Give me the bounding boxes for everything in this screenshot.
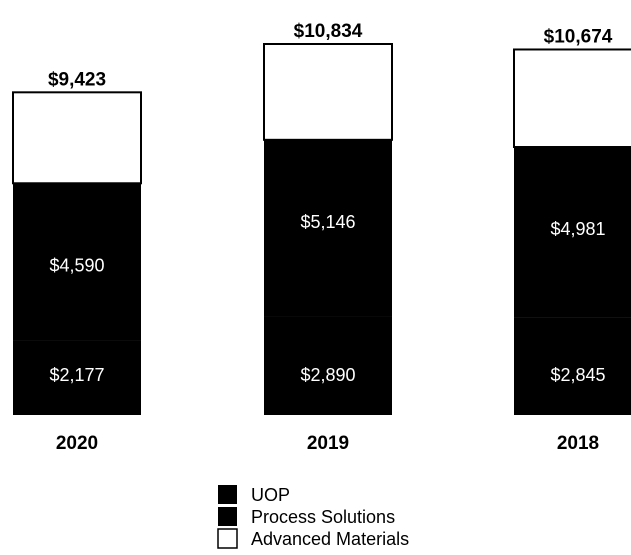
bar-segment-uop-2020 xyxy=(13,340,141,415)
bar-segment-advanced-materials-2018 xyxy=(513,48,631,149)
legend-item-advanced-materials: Advanced Materials xyxy=(217,528,409,549)
x-tick-label-2020: 2020 xyxy=(56,433,98,454)
legend-swatch xyxy=(217,528,238,549)
bar-group-2019: $2,890 $5,146 $10,834 2019 xyxy=(263,21,393,454)
bar-segment-uop-2019 xyxy=(264,316,392,415)
legend-item-process-solutions: Process Solutions xyxy=(218,507,395,527)
legend-label: UOP xyxy=(251,485,290,505)
data-label-process-solutions-2018: $4,981 xyxy=(550,219,605,239)
legend-swatch xyxy=(218,485,237,504)
data-label-uop-2018: $2,845 xyxy=(550,365,605,385)
bar-segment-process-solutions-2018 xyxy=(514,147,631,318)
bar-segment-uop-2018 xyxy=(514,317,631,415)
bars-group: $2,177 $4,590 $9,423 2020 $2,890 $5,146 $10,83… xyxy=(12,21,631,454)
total-label-2020: $9,423 xyxy=(48,69,106,90)
legend-label: Advanced Materials xyxy=(251,529,409,549)
bar-segment-process-solutions-2019 xyxy=(264,139,392,317)
legend-swatch xyxy=(218,507,237,526)
x-tick-label-2019: 2019 xyxy=(307,433,349,454)
legend-label: Process Solutions xyxy=(251,507,395,527)
bar-segment-advanced-materials-2019 xyxy=(263,43,393,141)
data-label-uop-2019: $2,890 xyxy=(300,365,355,385)
x-tick-label-2018: 2018 xyxy=(557,433,599,454)
bar-group-2018: $2,845 $4,981 $10,674 2018 xyxy=(513,26,631,454)
total-label-2018: $10,674 xyxy=(544,26,613,47)
bar-segment-advanced-materials-2020 xyxy=(12,91,142,185)
total-label-2019: $10,834 xyxy=(294,21,363,42)
legend-item-uop: UOP xyxy=(218,485,290,505)
data-label-uop-2020: $2,177 xyxy=(49,365,104,385)
data-label-process-solutions-2020: $4,590 xyxy=(49,255,104,275)
data-label-process-solutions-2019: $5,146 xyxy=(300,212,355,232)
bar-segment-process-solutions-2020 xyxy=(13,183,141,341)
bar-group-2020: $2,177 $4,590 $9,423 2020 xyxy=(12,69,142,454)
